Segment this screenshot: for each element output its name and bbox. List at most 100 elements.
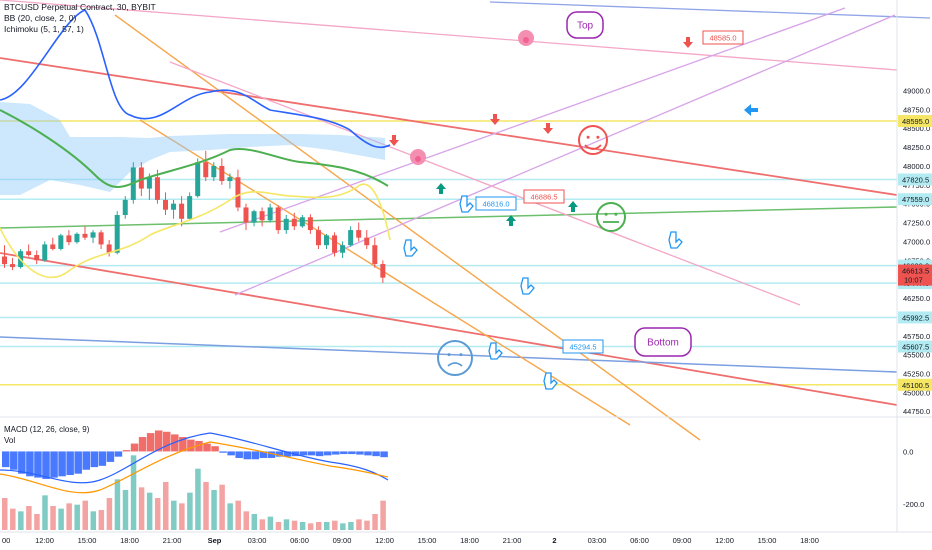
macd-hist-bar: [138, 437, 147, 452]
candle-body: [195, 162, 201, 197]
volume-bar: [42, 495, 48, 530]
candle-body: [58, 235, 64, 249]
candle-body: [324, 235, 329, 246]
candle-body: [283, 218, 289, 231]
price-tag-label: 48595.0: [902, 117, 929, 126]
volume-bar: [26, 506, 32, 530]
hand-pointer-icon: [520, 277, 535, 295]
hand-pointer-icon: [488, 342, 503, 360]
volume-bar: [299, 522, 306, 530]
emoji-mouth: [447, 362, 463, 367]
macd-hist-bar: [2, 451, 10, 468]
macd-hist-bar: [82, 451, 90, 470]
candle-body: [348, 230, 354, 246]
volume-bar: [187, 492, 193, 530]
time-tick-label: 12:00: [715, 536, 734, 545]
drawing-annotations: Top Bottom 48585.0 46886.5 46816.0 45294.5: [389, 11, 758, 390]
arrow-down-icon: [389, 135, 399, 146]
price-note-46816-box: [475, 196, 517, 211]
volume-bar: [219, 484, 225, 530]
time-tick-label: 09:00: [673, 536, 692, 545]
ichimoku-legend: Ichimoku (5, 1, 57, 1): [4, 24, 84, 34]
candle-body: [267, 207, 273, 221]
volume-bar: [82, 500, 88, 530]
volume-bar: [364, 520, 370, 530]
arrow-down-icon: [683, 37, 693, 48]
volume-bar: [130, 455, 137, 530]
volume-bar: [66, 503, 72, 530]
macd-legend: MACD (12, 26, close, 9): [4, 425, 90, 434]
macd-hist-bar: [324, 451, 332, 456]
candle-body: [2, 256, 7, 265]
volume-bar: [18, 511, 24, 530]
macd-hist-bar: [372, 451, 380, 457]
macd-hist-bar: [340, 451, 348, 455]
volume-bar: [211, 490, 217, 530]
candle-body: [243, 207, 249, 223]
volume-bar: [307, 523, 314, 530]
emoji-eye: [614, 212, 618, 216]
macd-hist-bar: [195, 440, 203, 452]
candle-body: [171, 203, 177, 210]
arrow-left-icon: [744, 104, 758, 116]
volume-bar: [122, 490, 129, 530]
time-tick-label: 18:00: [800, 536, 819, 545]
candle-body: [211, 165, 217, 178]
volume-bar: [50, 506, 56, 530]
trend-line: [219, 7, 846, 233]
emoji-mouth: [584, 144, 602, 150]
volume-bar: [114, 479, 121, 530]
price-note-45294-box: [562, 339, 604, 354]
price-tick-label: 45250.0: [903, 369, 930, 378]
emoji-eye: [459, 353, 463, 357]
price-tag-label: 45992.5: [902, 313, 929, 322]
macd-hist-bar: [90, 451, 99, 468]
macd-hist-bar: [299, 451, 308, 456]
volume-bar: [348, 522, 354, 530]
volume-bar: [146, 492, 153, 530]
bb-lower-line: [0, 183, 391, 279]
top-callout-bubble: [566, 11, 604, 39]
price-tick-label: 48000.0: [903, 162, 930, 171]
volume-bar: [283, 519, 290, 530]
candle-body: [146, 177, 152, 189]
price-tags: 48595.047820.547559.046680.046447.045992…: [898, 115, 932, 391]
price-tick-label: 45750.0: [903, 332, 930, 341]
volume-bar: [275, 522, 282, 530]
price-note-46816-text: 46816.0: [482, 200, 509, 209]
volume-bar: [179, 503, 185, 530]
candle-body: [42, 244, 48, 261]
price-tag-label: 45607.5: [902, 343, 929, 352]
volume-bar: [340, 523, 346, 530]
ichimoku-cloud: [0, 102, 385, 195]
volume-bar: [380, 500, 386, 530]
price-tag-box: [898, 193, 932, 206]
emoji-eye: [596, 135, 600, 139]
arrow-up-icon: [506, 215, 516, 226]
time-tick-label: 15:00: [758, 536, 777, 545]
macd-hist-bar: [251, 451, 260, 460]
price-tag-box: [898, 173, 932, 186]
emoji-face: [578, 125, 608, 155]
bb-upper-line: [0, 9, 391, 149]
trend-line: [0, 206, 898, 229]
arrow-down-icon: [490, 114, 500, 125]
hand-pointer-icon: [668, 231, 683, 249]
emoji-face: [437, 340, 473, 376]
macd-hist-bar: [235, 451, 243, 458]
volume-bar: [235, 500, 241, 530]
price-note-48585-box: [702, 30, 744, 45]
arrow-up-icon: [568, 201, 578, 212]
hand-pointer-icon: [403, 239, 418, 257]
candle-body: [203, 162, 209, 178]
candle-body: [332, 235, 338, 253]
candle-body: [364, 237, 370, 246]
price-note-48585-text: 48585.0: [709, 34, 736, 43]
candle-body: [380, 264, 386, 278]
price-tick-label: 44750.0: [903, 407, 930, 416]
price-tag-label: 45100.5: [902, 381, 929, 390]
hand-pointer-icon: [459, 195, 474, 213]
countdown-label: 10:07: [904, 276, 923, 285]
candle-body: [187, 196, 193, 219]
